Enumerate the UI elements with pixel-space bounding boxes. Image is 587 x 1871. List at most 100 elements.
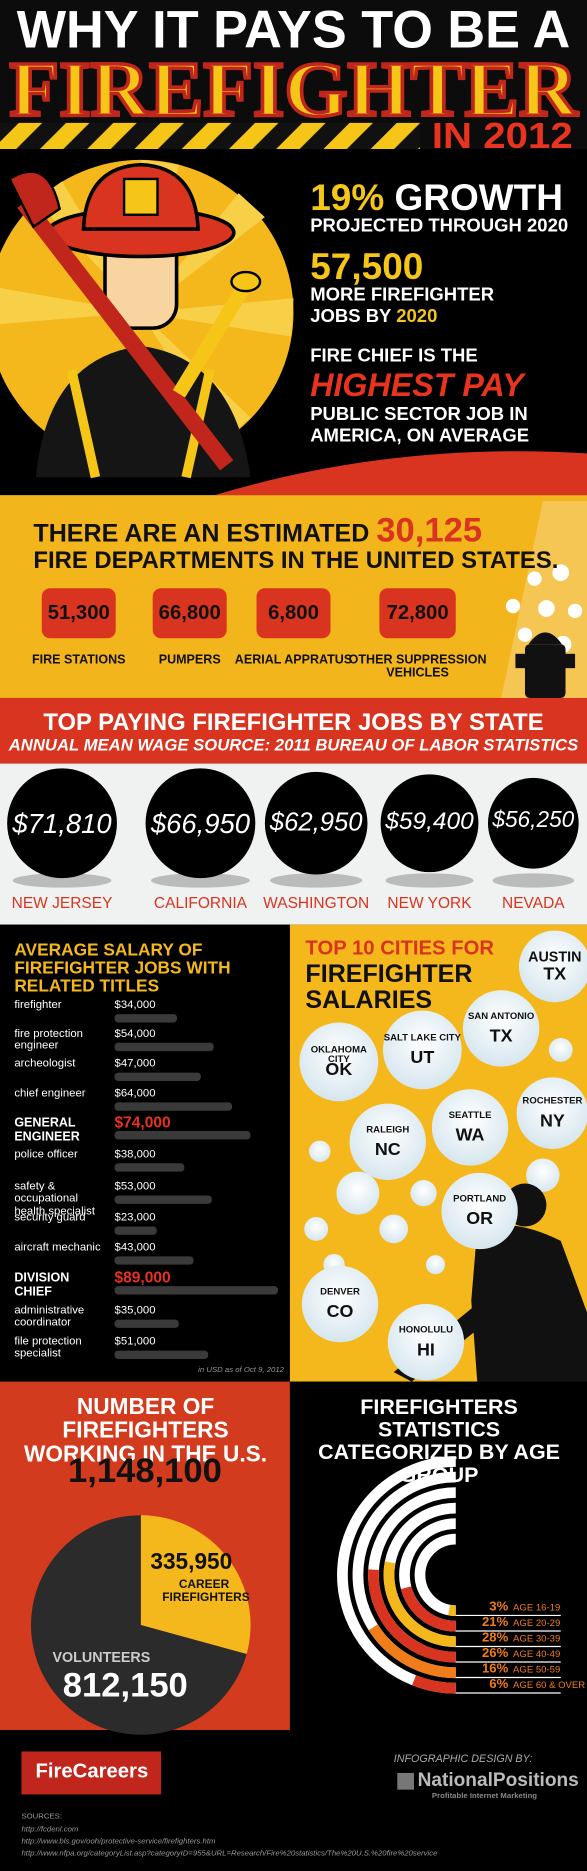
age-label: AGE 16-19: [513, 1602, 561, 1614]
salary-bar: [114, 1163, 185, 1172]
job-salary: $53,000: [114, 1179, 156, 1194]
job-title: administrative coordinator: [14, 1304, 85, 1330]
city-bubble: [441, 1172, 518, 1250]
job-title: chief engineer: [14, 1086, 86, 1101]
salary-bar: [114, 1226, 157, 1235]
department-box: [256, 588, 331, 639]
job-salary: $23,000: [114, 1210, 156, 1225]
job-salary: $54,000: [114, 1027, 156, 1041]
growth-sub: PROJECTED THROUGH 2020: [310, 215, 569, 237]
department-value: 66,800: [158, 601, 221, 624]
wage: $66,950: [150, 807, 251, 839]
job-title: fire protection engineer: [14, 1027, 83, 1053]
chief-highlight: HIGHEST PAY: [310, 367, 524, 404]
wage: $56,250: [492, 807, 575, 833]
city: AUSTIN: [528, 948, 582, 966]
city: HONOLULU: [398, 1324, 453, 1336]
department-label: PUMPERS: [158, 652, 221, 667]
department-value: 51,300: [47, 601, 110, 624]
job-title: safety & occupational health specialist: [14, 1179, 95, 1219]
salary-bar: [114, 1256, 194, 1265]
age-value: 26%: [481, 1646, 509, 1661]
department-box: [41, 588, 116, 639]
job-salary: $74,000: [114, 1113, 171, 1132]
city-bubble: [519, 930, 587, 1003]
jobs-by: JOBS BY: [310, 306, 392, 327]
source: http://www.bls.gov/ooh/protective-servic…: [21, 1837, 216, 1846]
state: WASHINGTON: [263, 893, 370, 912]
age-arc: [448, 1604, 456, 1617]
job-title: security guard: [14, 1210, 86, 1225]
career-label: CAREER FIREFIGHTERS: [162, 1578, 250, 1605]
wage-circle: [7, 768, 117, 879]
age-title: FIREFIGHTERS STATISTICS CATEGORIZED BY A…: [318, 1394, 560, 1487]
age-label: AGE 30-39: [513, 1633, 561, 1645]
bubbles: [304, 1037, 573, 1276]
state: NEW JERSEY: [11, 893, 113, 912]
volunteers-value: 812,150: [62, 1666, 188, 1705]
job-salary: $47,000: [114, 1057, 156, 1071]
header-line1: WHY IT PAYS TO BE A: [17, 1, 571, 60]
state: NEW YORK: [387, 893, 472, 912]
age-arc: [368, 1624, 456, 1679]
age-value: 28%: [481, 1630, 509, 1646]
city-state: OR: [466, 1208, 494, 1229]
salary-bar: [114, 1042, 214, 1052]
city-bubble: [387, 1304, 465, 1381]
state: CALIFORNIA: [153, 893, 247, 912]
state: NEVADA: [501, 893, 565, 912]
job-title: aircraft mechanic: [14, 1240, 101, 1254]
departments-outro: FIRE DEPARTMENTS IN THE UNITED STATES.: [33, 547, 559, 574]
age-value: 21%: [481, 1615, 509, 1630]
job-title: firefighter: [14, 998, 62, 1012]
city: OKLAHOMA CITY: [310, 1043, 367, 1065]
wage-circle: [380, 774, 479, 873]
shadow: [385, 873, 474, 888]
growth: 19% GROWTH: [310, 176, 563, 219]
source: http://fcdenl.com: [21, 1825, 79, 1834]
sources-title: SOURCES:: [21, 1812, 62, 1821]
job-title: DIVISION CHIEF: [14, 1270, 70, 1299]
age-label: AGE 40-49: [513, 1648, 561, 1660]
age-arc: [383, 1561, 456, 1648]
city-state: TX: [489, 1026, 513, 1047]
wage-circle: [487, 777, 579, 869]
salary-bar: [114, 1131, 251, 1140]
header-line2: FIREFIGHTER: [10, 47, 579, 134]
job-title: archeologist: [14, 1057, 76, 1071]
source: http://www.nfpa.org/categoryList.asp?cat…: [21, 1849, 438, 1858]
design-by: INFOGRAPHIC DESIGN BY:: [393, 1752, 533, 1765]
salaries-note: in USD as of Oct 9, 2012: [198, 1366, 284, 1375]
chief-before: FIRE CHIEF IS THE: [310, 345, 478, 367]
job-salary: $38,000: [114, 1147, 156, 1161]
city-state: NC: [374, 1139, 401, 1160]
jobs-value: 57,500: [310, 245, 424, 288]
age-arc: [400, 1586, 456, 1632]
age-label: AGE 20-29: [513, 1617, 561, 1629]
job-salary: $51,000: [114, 1335, 156, 1349]
header-year: IN 2012: [432, 116, 573, 156]
cities-title2: FIREFIGHTER SALARIES: [305, 960, 473, 1015]
city: SAN ANTONIO: [467, 1010, 535, 1022]
salary-bar: [114, 1350, 209, 1359]
shadow: [492, 873, 575, 888]
age-value: 16%: [481, 1661, 509, 1677]
states-subtitle: ANNUAL MEAN WAGE: [8, 734, 189, 755]
job-salary: $43,000: [114, 1240, 156, 1254]
career-value: 335,950: [150, 1549, 233, 1575]
jobs-line1: MORE FIREFIGHTER: [310, 285, 495, 306]
city: SEATTLE: [448, 1109, 492, 1121]
job-title: GENERAL ENGINEER: [14, 1115, 80, 1144]
firefighters-title: NUMBER OF FIREFIGHTERS WORKING IN THE U.…: [24, 1394, 268, 1468]
chief-after: PUBLIC SECTOR JOB IN AMERICA, ON AVERAGE: [310, 404, 530, 446]
city-bubble: [299, 1022, 379, 1102]
city-state: WA: [455, 1125, 485, 1146]
salaries-bg: [0, 924, 290, 1382]
city: PORTLAND: [453, 1193, 507, 1204]
age-label: AGE 50-59: [513, 1664, 561, 1676]
growth-value: 19%: [310, 176, 385, 219]
illustration: [0, 159, 294, 479]
wage: $62,950: [269, 807, 363, 837]
job-salary: $34,000: [114, 998, 156, 1012]
